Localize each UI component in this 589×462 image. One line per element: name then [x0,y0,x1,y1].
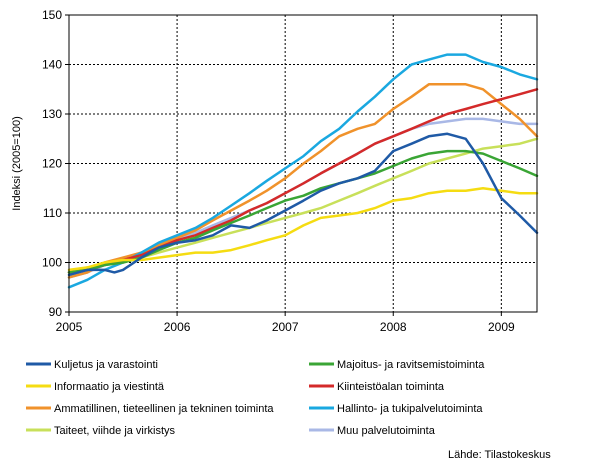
legend-label: Informaatio ja viestintä [54,381,165,393]
x-axis-ticks: 2005 2006 2007 2008 2009 [56,312,515,334]
y-tick-label: 90 [49,305,63,319]
series-lines [67,53,539,289]
x-tick-label: 2008 [380,320,407,334]
legend-label: Taiteet, viihde ja virkistys [54,425,176,437]
x-tick-label: 2009 [488,320,515,334]
legend-label: Kiinteistöalan toiminta [337,381,445,393]
y-tick-label: 130 [42,107,62,121]
series-line [67,83,539,279]
series-line [67,53,539,289]
legend-label: Majoitus- ja ravitsemistoiminta [337,359,485,371]
y-axis-ticks: 90 100 110 120 130 140 150 [42,8,69,319]
x-tick-label: 2007 [272,320,299,334]
source-note: Lähde: Tilastokeskus [448,449,551,461]
y-tick-label: 120 [42,157,62,171]
x-tick-label: 2005 [56,320,83,334]
legend: Kuljetus ja varastointi Majoitus- ja ravi… [26,359,485,437]
legend-label: Hallinto- ja tukipalvelutoiminta [337,403,483,415]
y-tick-label: 140 [42,58,62,72]
y-tick-label: 110 [43,206,62,220]
legend-label: Ammatillinen, tieteellinen ja tekninen t… [54,403,274,415]
x-tick-label: 2006 [164,320,191,334]
legend-label: Muu palvelutoiminta [337,425,436,437]
y-tick-label: 150 [42,8,62,22]
legend-label: Kuljetus ja varastointi [54,359,158,371]
y-tick-label: 100 [42,256,62,270]
plot-frame [68,14,538,313]
series-line [67,132,539,277]
series-line [67,88,539,274]
series-line [67,187,539,272]
y-axis-label: Indeksi (2005=100) [11,116,23,210]
